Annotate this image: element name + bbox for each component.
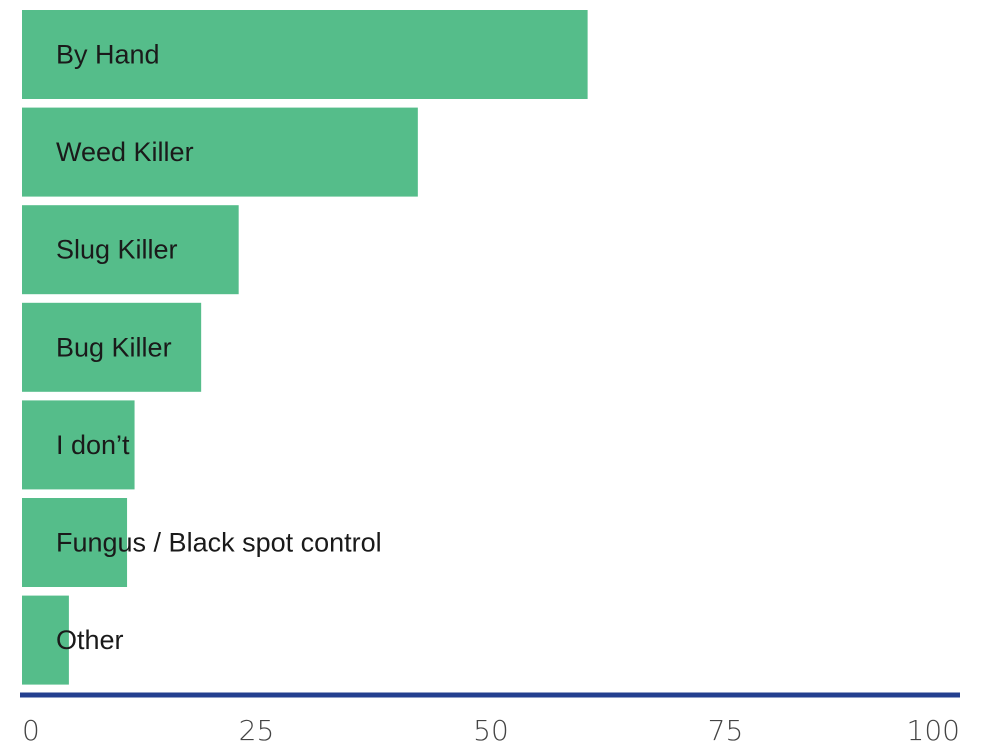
x-tick-label-100: 100	[907, 714, 960, 744]
bar-label-4: I don’t	[56, 430, 130, 460]
bar-labels-group: By Hand Weed Killer Slug Killer Bug Killer I…	[56, 40, 382, 656]
bars-group	[22, 10, 588, 685]
bar-5	[22, 498, 128, 587]
bar-label-2: Slug Killer	[56, 235, 178, 265]
x-tick-label-0: 0	[22, 714, 40, 744]
x-tick-label-50: 50	[473, 714, 509, 744]
bar-label-6: Other	[56, 625, 124, 655]
bar-label-5: Fungus / Black spot control	[56, 528, 382, 558]
bar-label-1: Weed Killer	[56, 137, 194, 167]
bar-0	[22, 10, 588, 99]
bar-label-3: Bug Killer	[56, 332, 172, 362]
x-tick-labels-group: 0 25 50 75 100	[22, 714, 960, 744]
bar-6	[22, 595, 69, 685]
bar-label-0: By Hand	[56, 40, 160, 70]
bar-3	[22, 302, 202, 392]
bar-2	[22, 205, 239, 295]
bar-1	[22, 107, 418, 197]
x-tick-label-75: 75	[708, 714, 744, 744]
x-tick-label-25: 25	[239, 714, 275, 744]
bar-4	[22, 400, 135, 490]
